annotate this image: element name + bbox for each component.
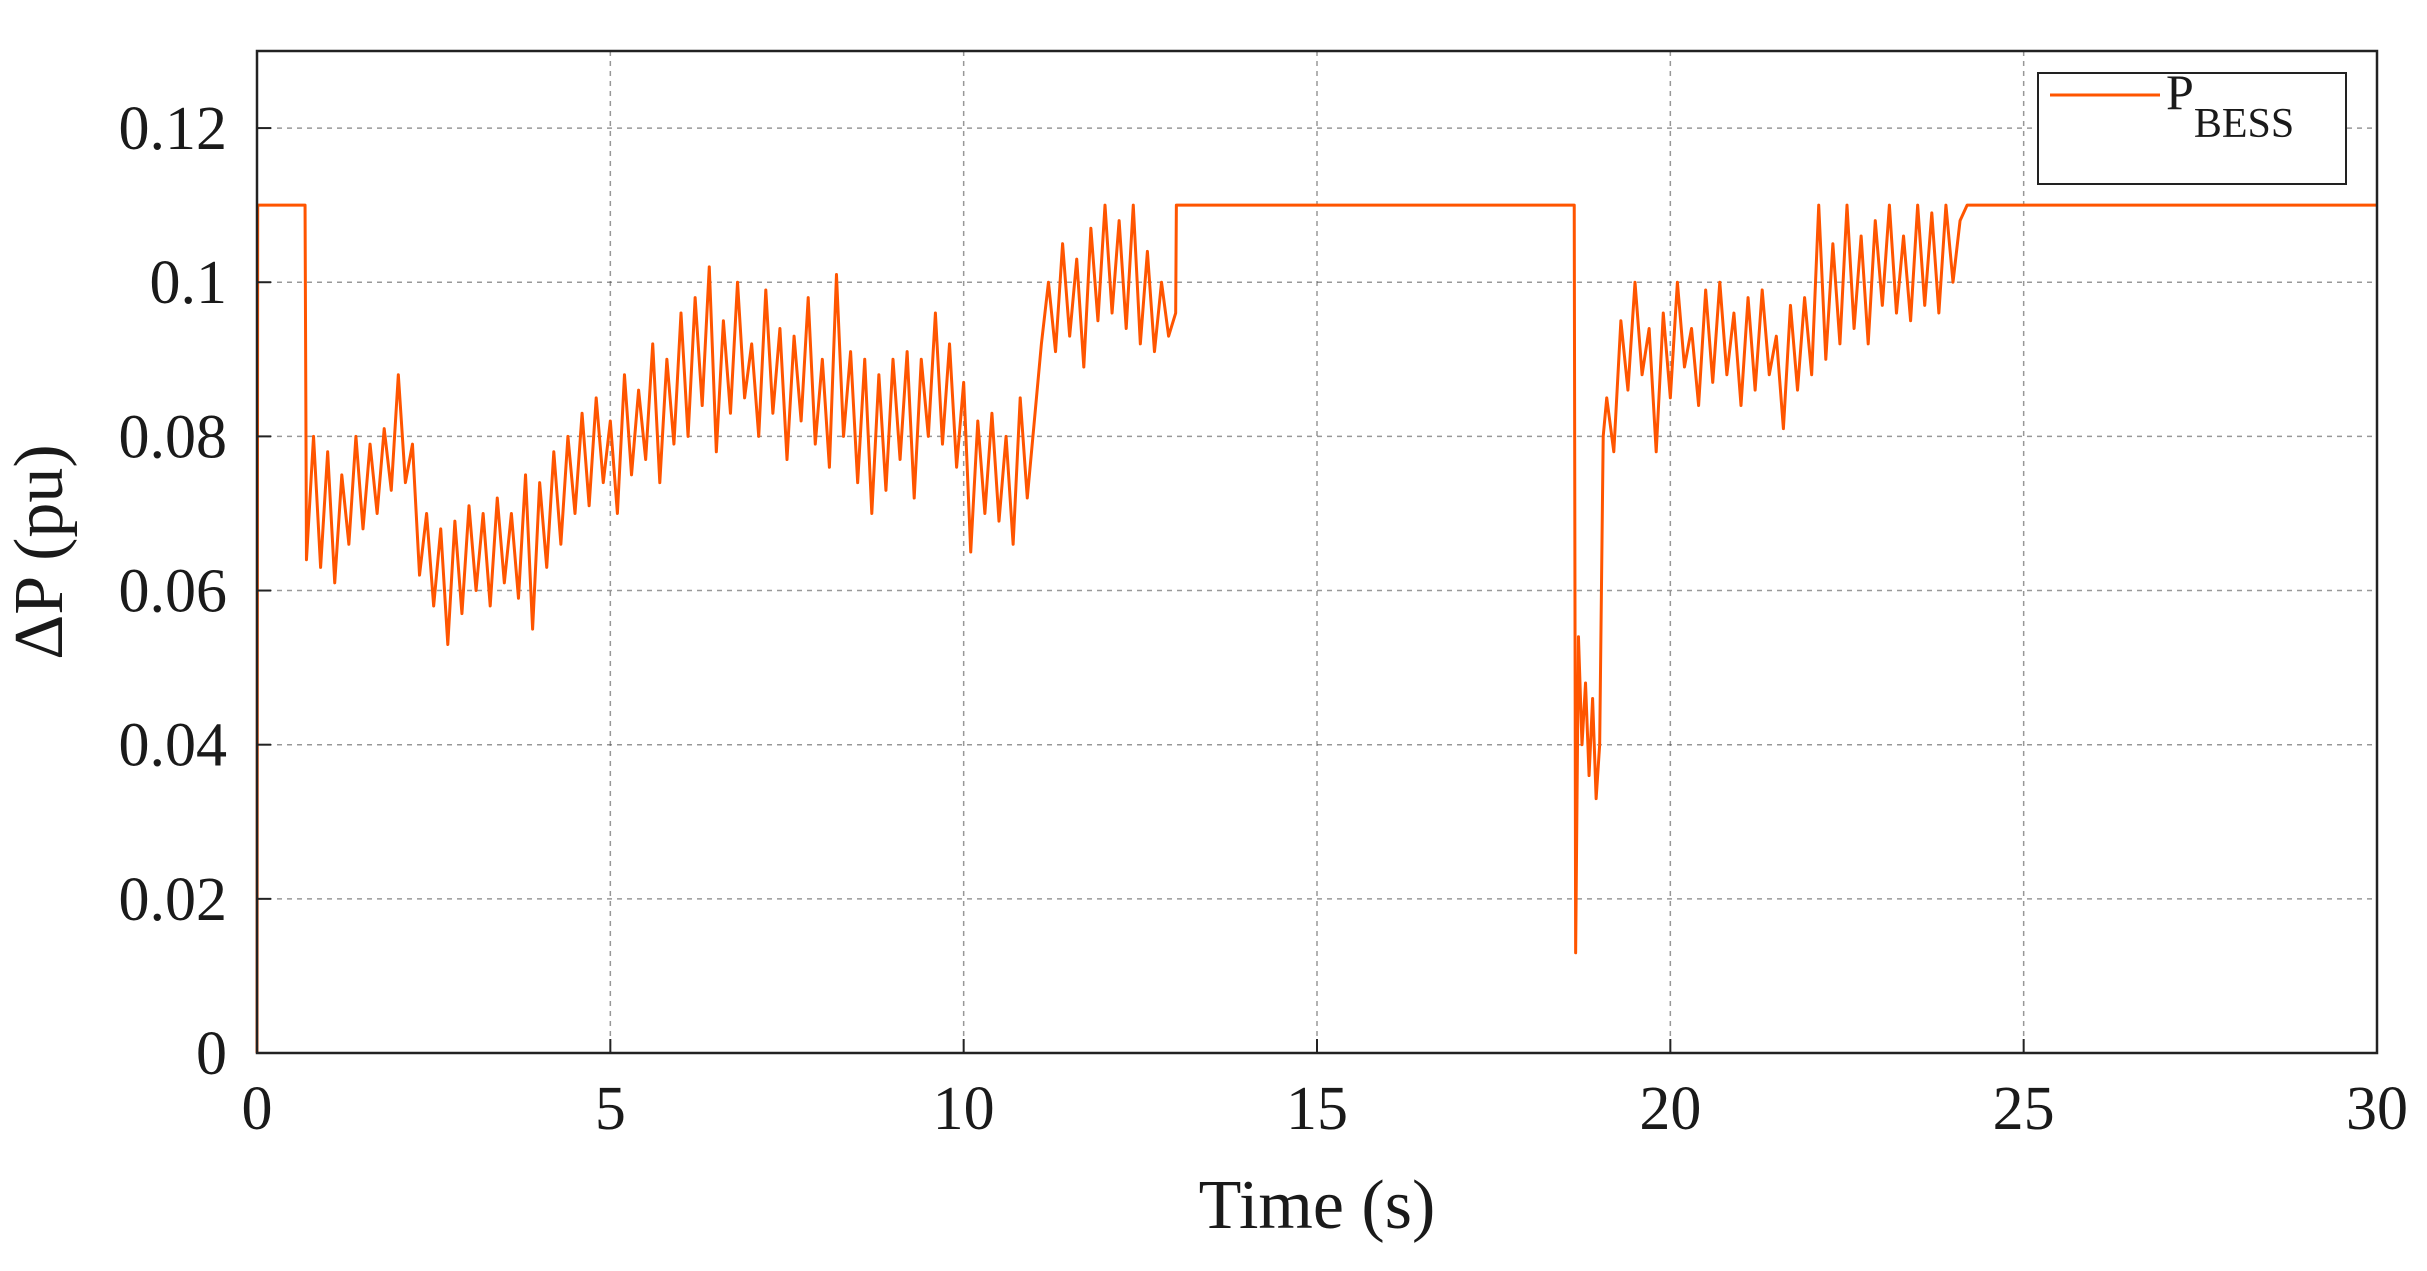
legend-label: PBESS (2166, 64, 2294, 147)
y-tick-label: 0.08 (119, 403, 228, 471)
x-tick-label: 0 (242, 1075, 273, 1143)
y-tick-label: 0 (196, 1020, 227, 1088)
x-tick-label: 25 (1993, 1075, 2055, 1143)
x-tick-label: 10 (933, 1075, 995, 1143)
x-tick-label: 30 (2346, 1075, 2408, 1143)
y-tick-label: 0.1 (150, 249, 228, 317)
plot-area (255, 203, 2377, 1054)
y-tick-label: 0.12 (119, 95, 228, 163)
x-tick-label: 20 (1639, 1075, 1701, 1143)
plot-frame (255, 49, 2379, 1055)
legend-name: P (2166, 64, 2194, 120)
legend-subscript: BESS (2194, 101, 2294, 147)
x-tick-label: 15 (1286, 1075, 1348, 1143)
y-axis-label: ΔP (pu) (1, 444, 78, 659)
y-tick-label: 0.06 (119, 558, 228, 626)
y-tick-label: 0.02 (119, 866, 228, 934)
x-axis-label: Time (s) (1199, 1167, 1436, 1244)
x-tick-label: 5 (595, 1075, 626, 1143)
data-line (255, 203, 2377, 1054)
y-tick-label: 0.04 (119, 712, 228, 780)
legend-box (2037, 72, 2347, 185)
